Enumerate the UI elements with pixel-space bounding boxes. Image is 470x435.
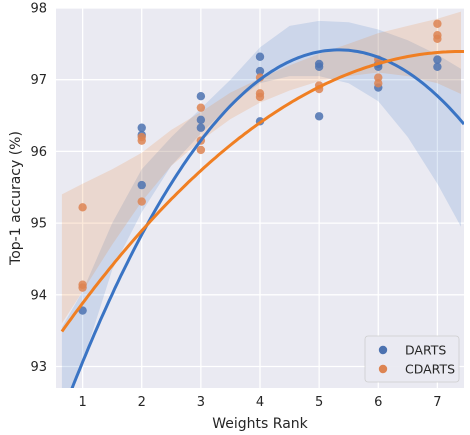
legend-label-darts: DARTS [405,343,446,358]
data-point-cdarts [196,145,206,155]
y-tick-labels: 93 94 95 96 97 98 [30,2,47,375]
data-point-cdarts [433,34,442,44]
data-point-cdarts [374,79,383,88]
data-point-darts [433,62,442,71]
legend-box [364,335,460,383]
y-tick-label: 96 [30,145,47,160]
legend-label-cdarts: CDARTS [405,362,455,377]
data-point-darts [255,52,265,61]
y-tick-label: 94 [30,288,47,303]
x-tick-label: 1 [78,395,86,410]
data-point-darts [314,62,324,71]
data-point-darts [196,123,206,132]
data-point-cdarts [78,203,87,212]
x-tick-labels: 1 2 3 4 5 6 7 [78,395,441,410]
x-tick-label: 5 [315,395,323,410]
data-point-darts [137,123,146,132]
x-tick-label: 7 [433,395,441,410]
y-tick-label: 97 [30,73,47,88]
legend-marker-cdarts [378,364,388,374]
data-point-darts [196,115,206,125]
plot-content [60,11,464,388]
data-point-darts [314,112,324,121]
data-point-darts [255,66,265,76]
fit-line-cdarts [60,50,464,333]
legend: DARTS CDARTS [364,335,460,383]
fit-line-darts [70,48,464,388]
y-axis-label: Top-1 accuracy (%) [8,131,24,266]
legend-marker-darts [378,345,388,355]
data-point-cdarts [137,136,146,145]
confidence-band-cdarts [61,11,462,324]
x-tick-label: 3 [197,395,205,410]
data-point-darts [137,180,146,190]
data-point-cdarts [433,19,442,28]
x-tick-label: 4 [256,395,264,410]
x-tick-label: 2 [138,395,146,410]
data-point-cdarts [78,283,87,292]
x-tick-label: 6 [374,395,382,410]
data-point-cdarts [196,103,206,112]
data-point-darts [196,91,206,101]
y-tick-label: 98 [30,2,47,17]
x-axis-label: Weights Rank [212,416,308,432]
data-point-cdarts [137,197,146,206]
data-point-darts [433,55,442,64]
data-point-cdarts [255,92,265,102]
y-tick-label: 95 [30,217,47,232]
y-tick-label: 93 [30,360,47,375]
